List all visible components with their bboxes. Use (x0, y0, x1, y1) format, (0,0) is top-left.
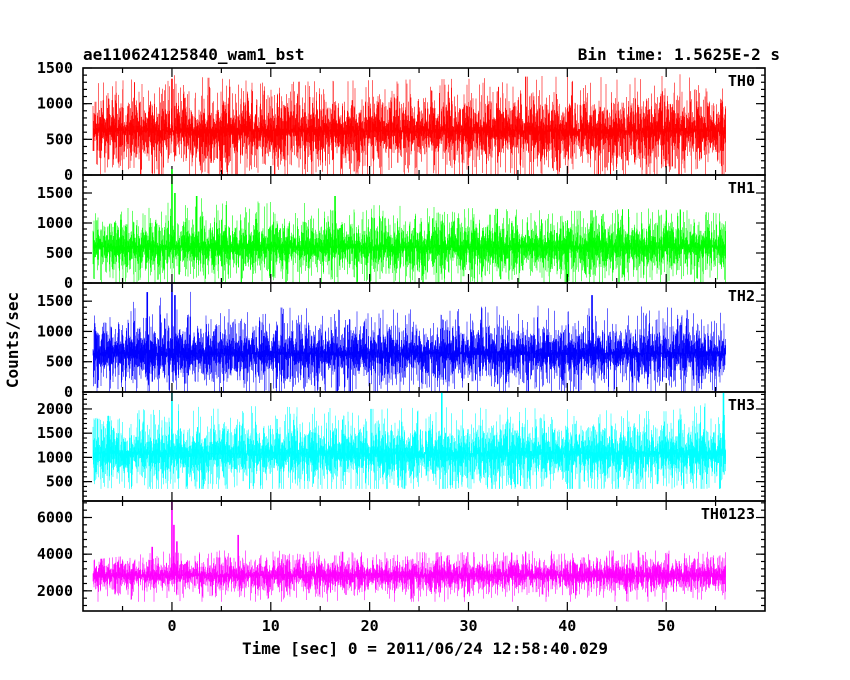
series-th2 (92, 291, 726, 392)
y-tick-label: 1500 (37, 424, 73, 442)
y-tick-label: 2000 (37, 582, 73, 600)
series-th0 (92, 74, 726, 175)
x-tick-label: 30 (459, 617, 477, 635)
y-tick-label: 1000 (37, 95, 73, 113)
series-th3 (92, 403, 726, 489)
x-tick-label: 20 (361, 617, 379, 635)
bin-time-label: Bin time: 1.5625E-2 s (578, 45, 780, 64)
x-tick-label: 0 (167, 617, 176, 635)
panel-th2: 0 500 1000 1500 TH2 (37, 282, 766, 401)
panel-th3: 500 1000 1500 2000 TH3 (37, 391, 766, 502)
panel-label-th0123: TH0123 (701, 505, 755, 523)
panel-th0123: 2000 4000 6000 TH0123 (37, 500, 766, 612)
series-th0123 (92, 550, 726, 602)
y-tick-label: 1000 (37, 448, 73, 466)
panel-th1: 0 500 1000 1500 TH1 (37, 169, 766, 292)
y-tick-label: 1500 (37, 292, 73, 310)
y-tick-label: 6000 (37, 509, 73, 527)
y-axis-label: Counts/sec (3, 292, 22, 388)
panel-th0: 0 500 1000 1500 TH0 (37, 59, 766, 184)
series-th1 (92, 198, 726, 283)
y-tick-label: 1500 (37, 59, 73, 77)
panel-label-th3: TH3 (728, 396, 755, 414)
y-tick-label: 500 (46, 473, 73, 491)
y-tick-label: 0 (64, 274, 73, 292)
y-tick-label: 1000 (37, 214, 73, 232)
y-tick-label: 0 (64, 166, 73, 184)
chart-title: ae110624125840_wam1_bst (83, 45, 305, 64)
panel-label-th1: TH1 (728, 179, 755, 197)
y-tick-label: 4000 (37, 545, 73, 563)
y-tick-label: 500 (46, 353, 73, 371)
y-tick-label: 1000 (37, 322, 73, 340)
y-tick-label: 500 (46, 244, 73, 262)
y-tick-label: 0 (64, 383, 73, 401)
y-tick-label: 1500 (37, 184, 73, 202)
x-tick-label: 50 (657, 617, 675, 635)
panel-label-th0: TH0 (728, 72, 755, 90)
y-tick-label: 2000 (37, 400, 73, 418)
y-tick-label: 500 (46, 130, 73, 148)
x-tick-label: 40 (558, 617, 576, 635)
panel-frame-th0123 (82, 500, 766, 612)
panel-label-th2: TH2 (728, 287, 755, 305)
x-axis-label: Time [sec] 0 = 2011/06/24 12:58:40.029 (242, 639, 608, 658)
x-tick-label: 10 (262, 617, 280, 635)
